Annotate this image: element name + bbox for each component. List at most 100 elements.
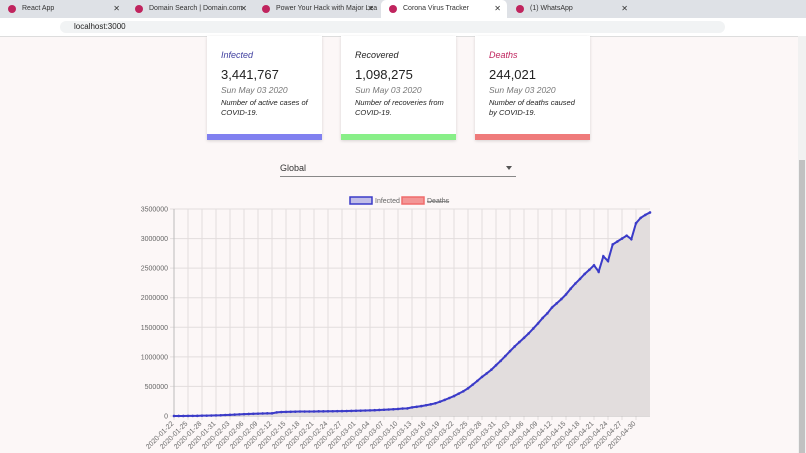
country-select[interactable]: Global xyxy=(280,160,516,177)
point xyxy=(266,412,269,415)
point xyxy=(182,414,185,418)
browser-tab[interactable]: Domain Search | Domain.com ✕ xyxy=(127,0,253,18)
point xyxy=(294,410,297,413)
point xyxy=(639,216,642,220)
point xyxy=(275,411,278,414)
point xyxy=(364,409,367,412)
point xyxy=(186,414,190,418)
point xyxy=(270,412,274,415)
point xyxy=(205,414,208,417)
point xyxy=(359,409,362,412)
tab-close[interactable]: ✕ xyxy=(621,4,628,13)
card-title: Infected xyxy=(221,50,254,60)
y-tick-label: 1500000 xyxy=(141,325,168,332)
card-accent xyxy=(341,134,456,140)
scroll-thumb[interactable] xyxy=(799,160,805,453)
point xyxy=(378,408,381,412)
point xyxy=(308,410,311,413)
legend-label[interactable]: Infected xyxy=(375,198,400,205)
point xyxy=(415,405,418,409)
point xyxy=(317,410,320,413)
point xyxy=(322,410,325,413)
card-value: 1,098,275 xyxy=(355,67,413,82)
point xyxy=(298,410,302,413)
point xyxy=(247,412,250,416)
point xyxy=(564,293,568,296)
point xyxy=(252,412,255,416)
point xyxy=(172,414,176,418)
point xyxy=(476,379,479,383)
point xyxy=(602,255,605,258)
point xyxy=(373,408,376,412)
point xyxy=(387,408,390,411)
tab-close[interactable]: ✕ xyxy=(113,4,120,13)
point xyxy=(462,389,465,393)
point xyxy=(345,409,348,413)
card-title: Recovered xyxy=(355,50,399,60)
point xyxy=(303,410,306,413)
legend-label[interactable]: Deaths xyxy=(427,198,450,205)
point xyxy=(499,359,502,363)
point xyxy=(555,302,558,305)
point xyxy=(284,410,288,414)
point xyxy=(424,403,428,407)
y-tick-label: 1000000 xyxy=(141,354,168,361)
point xyxy=(480,375,484,379)
point xyxy=(354,409,358,413)
tab-close[interactable]: ✕ xyxy=(367,4,374,13)
url-field[interactable]: localhost:3000 xyxy=(60,21,725,33)
point xyxy=(191,414,194,418)
point xyxy=(242,412,246,416)
point xyxy=(312,410,316,413)
point xyxy=(368,409,372,412)
tab-close[interactable]: ✕ xyxy=(240,4,247,13)
browser-tab[interactable]: (1) WhatsApp ✕ xyxy=(508,0,634,18)
point xyxy=(471,383,474,386)
browser-tab[interactable]: Corona Virus Tracker ✕ xyxy=(381,0,507,18)
point xyxy=(550,306,554,309)
point xyxy=(644,213,647,217)
card-date: Sun May 03 2020 xyxy=(355,85,422,95)
y-tick-label: 500000 xyxy=(145,384,168,391)
y-tick-label: 2000000 xyxy=(141,295,168,302)
legend-swatch[interactable] xyxy=(349,196,373,205)
point xyxy=(420,404,423,408)
card-accent xyxy=(207,134,322,140)
stat-card: Recovered 1,098,275 Sun May 03 2020 Number … xyxy=(341,36,456,140)
card-title: Deaths xyxy=(489,50,518,60)
point xyxy=(508,349,512,353)
y-tick-label: 2500000 xyxy=(141,266,168,273)
point xyxy=(261,412,264,415)
tab-title: Corona Virus Tracker xyxy=(403,5,470,12)
point xyxy=(177,414,180,418)
card-description: Number of active cases of COVID-19. xyxy=(221,98,308,117)
stat-card: Infected 3,441,767 Sun May 03 2020 Number o… xyxy=(207,36,322,140)
point xyxy=(214,414,218,417)
point xyxy=(438,400,442,403)
point xyxy=(634,221,638,225)
point xyxy=(331,409,334,413)
browser-tab[interactable]: Power Your Hack with Major Lea ✕ xyxy=(254,0,380,18)
tab-title: Domain Search | Domain.com xyxy=(149,5,243,12)
card-value: 244,021 xyxy=(489,67,536,82)
browser-tab[interactable]: React App ✕ xyxy=(0,0,126,18)
legend-swatch[interactable] xyxy=(401,196,425,205)
tab-close[interactable]: ✕ xyxy=(494,4,501,13)
point xyxy=(410,406,414,409)
point xyxy=(518,340,521,344)
point xyxy=(616,240,619,243)
point xyxy=(452,394,456,398)
point xyxy=(396,407,400,411)
card-description: Number of recoveries from COVID-19. xyxy=(355,98,444,117)
point xyxy=(238,413,241,416)
point xyxy=(532,327,535,330)
point xyxy=(336,409,339,413)
point xyxy=(350,409,353,413)
point xyxy=(597,270,600,273)
point xyxy=(494,363,498,367)
point xyxy=(210,414,213,417)
point xyxy=(406,407,409,410)
point xyxy=(434,401,437,405)
point xyxy=(401,407,404,410)
point xyxy=(527,332,530,335)
